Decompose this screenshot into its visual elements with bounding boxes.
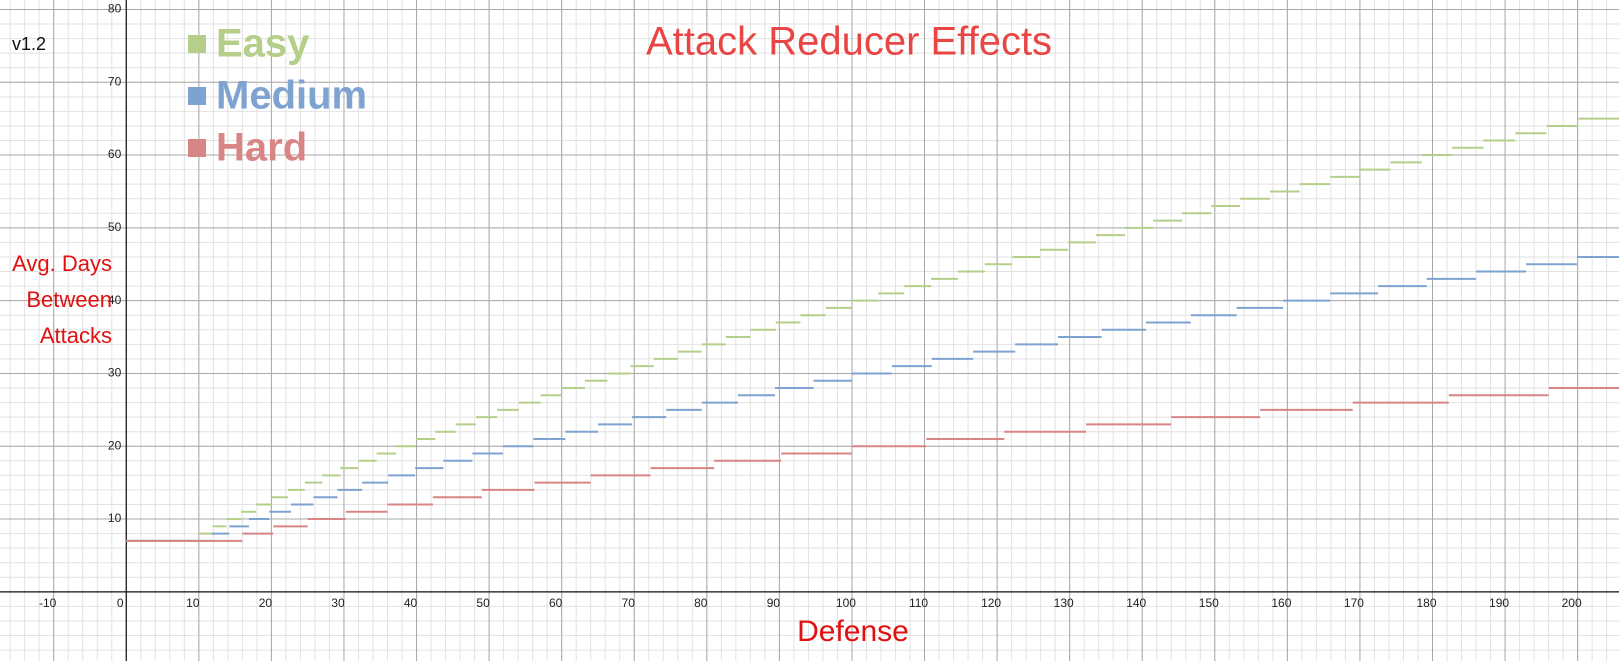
- x-tick-label: 130: [1054, 596, 1074, 610]
- x-tick-label: 30: [331, 596, 345, 610]
- x-tick-label: 100: [836, 596, 856, 610]
- legend-swatch: [188, 35, 206, 53]
- x-tick-label: 80: [694, 596, 708, 610]
- y-tick-label: 20: [108, 438, 122, 452]
- y-tick-label: 40: [108, 293, 122, 307]
- x-tick-label: 190: [1489, 596, 1509, 610]
- x-tick-label: 20: [259, 596, 273, 610]
- x-tick-label: 40: [404, 596, 418, 610]
- y-tick-label: 70: [108, 74, 122, 88]
- x-tick-label: 120: [981, 596, 1001, 610]
- y-axis-label: Avg. Days: [12, 251, 112, 276]
- y-axis-label: Between: [26, 287, 112, 312]
- x-tick-label: 50: [476, 596, 490, 610]
- x-tick-label: 10: [186, 596, 200, 610]
- x-tick-label: 150: [1199, 596, 1219, 610]
- x-tick-label: 180: [1416, 596, 1436, 610]
- legend-label: Hard: [216, 126, 307, 170]
- x-tick-label: 170: [1344, 596, 1364, 610]
- legend-swatch: [188, 87, 206, 105]
- x-tick-label: 140: [1126, 596, 1146, 610]
- x-tick-label: 110: [909, 596, 928, 610]
- legend-swatch: [188, 139, 206, 157]
- x-tick-label: 70: [622, 596, 636, 610]
- version-label: v1.2: [12, 34, 46, 54]
- y-axis-label: Attacks: [40, 323, 112, 348]
- x-axis-label: Defense: [797, 615, 909, 648]
- y-tick-label: 50: [108, 220, 122, 234]
- legend-label: Easy: [216, 22, 310, 66]
- legend-label: Medium: [216, 74, 367, 118]
- y-tick-label: 30: [108, 366, 122, 380]
- y-tick-label: 80: [108, 2, 122, 16]
- x-tick-label: 0: [117, 596, 124, 610]
- plot: [126, 117, 1619, 542]
- x-tick-label: 60: [549, 596, 563, 610]
- x-tick-label: 160: [1271, 596, 1291, 610]
- y-tick-label: 60: [108, 147, 122, 161]
- x-tick-label: 200: [1562, 596, 1582, 610]
- chart-title: Attack Reducer Effects: [646, 20, 1052, 64]
- x-tick-label: 90: [767, 596, 781, 610]
- x-tick-label: -10: [39, 596, 57, 610]
- y-tick-label: 10: [108, 511, 122, 525]
